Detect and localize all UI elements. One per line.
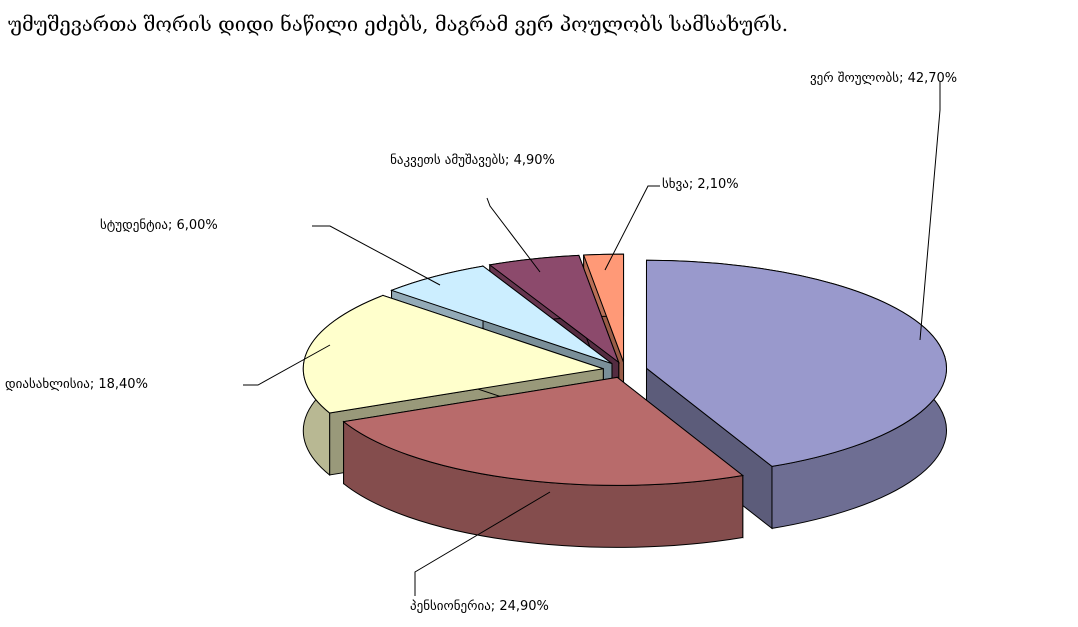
data-label: ნაკვეთს ამუშავებს; 4,90% [390,153,555,168]
data-label: დიასახლისია; 18,40% [5,377,148,392]
chart-title: უმუშევართა შორის დიდი ნაწილი ეძებს, მაგრ… [8,12,789,36]
leader-line [919,82,941,341]
slice [390,265,613,365]
leader-line [414,491,551,596]
leader-line [312,225,441,286]
slice [582,253,625,363]
data-label: პენსიონერია; 24,90% [410,599,549,614]
leader-line [604,185,660,271]
leader-line [486,197,541,273]
slice [645,259,947,467]
data-label: სხვა; 2,10% [662,177,739,192]
data-label: სტუდენტია; 6,00% [100,218,218,233]
data-label: ვერ შოულობს; 42,70% [810,71,958,86]
slice [342,376,744,486]
slice [302,294,604,414]
slice [488,254,620,364]
leader-line [243,344,331,386]
